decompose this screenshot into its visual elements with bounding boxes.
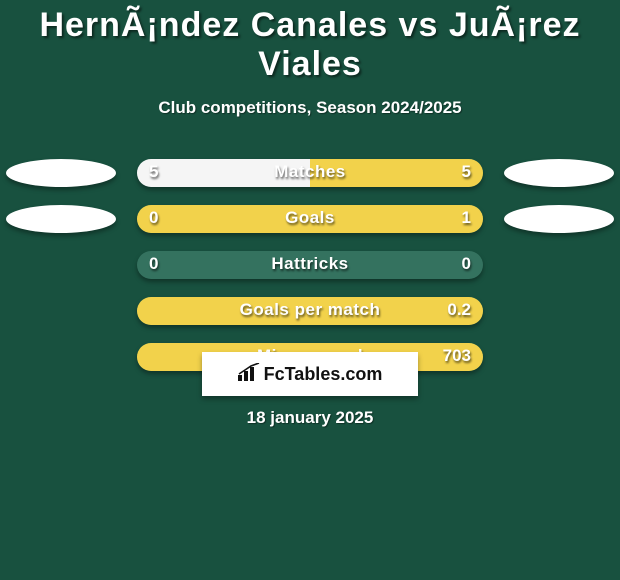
snapshot-date: 18 january 2025 [0, 408, 620, 428]
stat-bar: 0.2Goals per match [137, 297, 483, 325]
stat-row: 01Goals [0, 204, 620, 250]
stat-bar: 55Matches [137, 159, 483, 187]
stat-row: 0.2Goals per match [0, 296, 620, 342]
brand-box[interactable]: FcTables.com [202, 352, 418, 396]
stat-bar: 01Goals [137, 205, 483, 233]
stat-label: Goals per match [137, 300, 483, 320]
team-right-marker [504, 159, 614, 187]
team-left-marker [6, 205, 116, 233]
stat-row: 00Hattricks [0, 250, 620, 296]
comparison-subtitle: Club competitions, Season 2024/2025 [0, 98, 620, 118]
stat-row: 55Matches [0, 158, 620, 204]
team-left-marker [6, 159, 116, 187]
stat-label: Goals [137, 208, 483, 228]
stat-label: Matches [137, 162, 483, 182]
comparison-title: HernÃ¡ndez Canales vs JuÃ¡rez Viales [0, 0, 620, 84]
stat-label: Hattricks [137, 254, 483, 274]
brand-label: FcTables.com [264, 364, 383, 385]
brand-text: FcTables.com [238, 363, 383, 386]
stats-bars-icon [238, 363, 260, 386]
stat-bar: 00Hattricks [137, 251, 483, 279]
team-right-marker [504, 205, 614, 233]
